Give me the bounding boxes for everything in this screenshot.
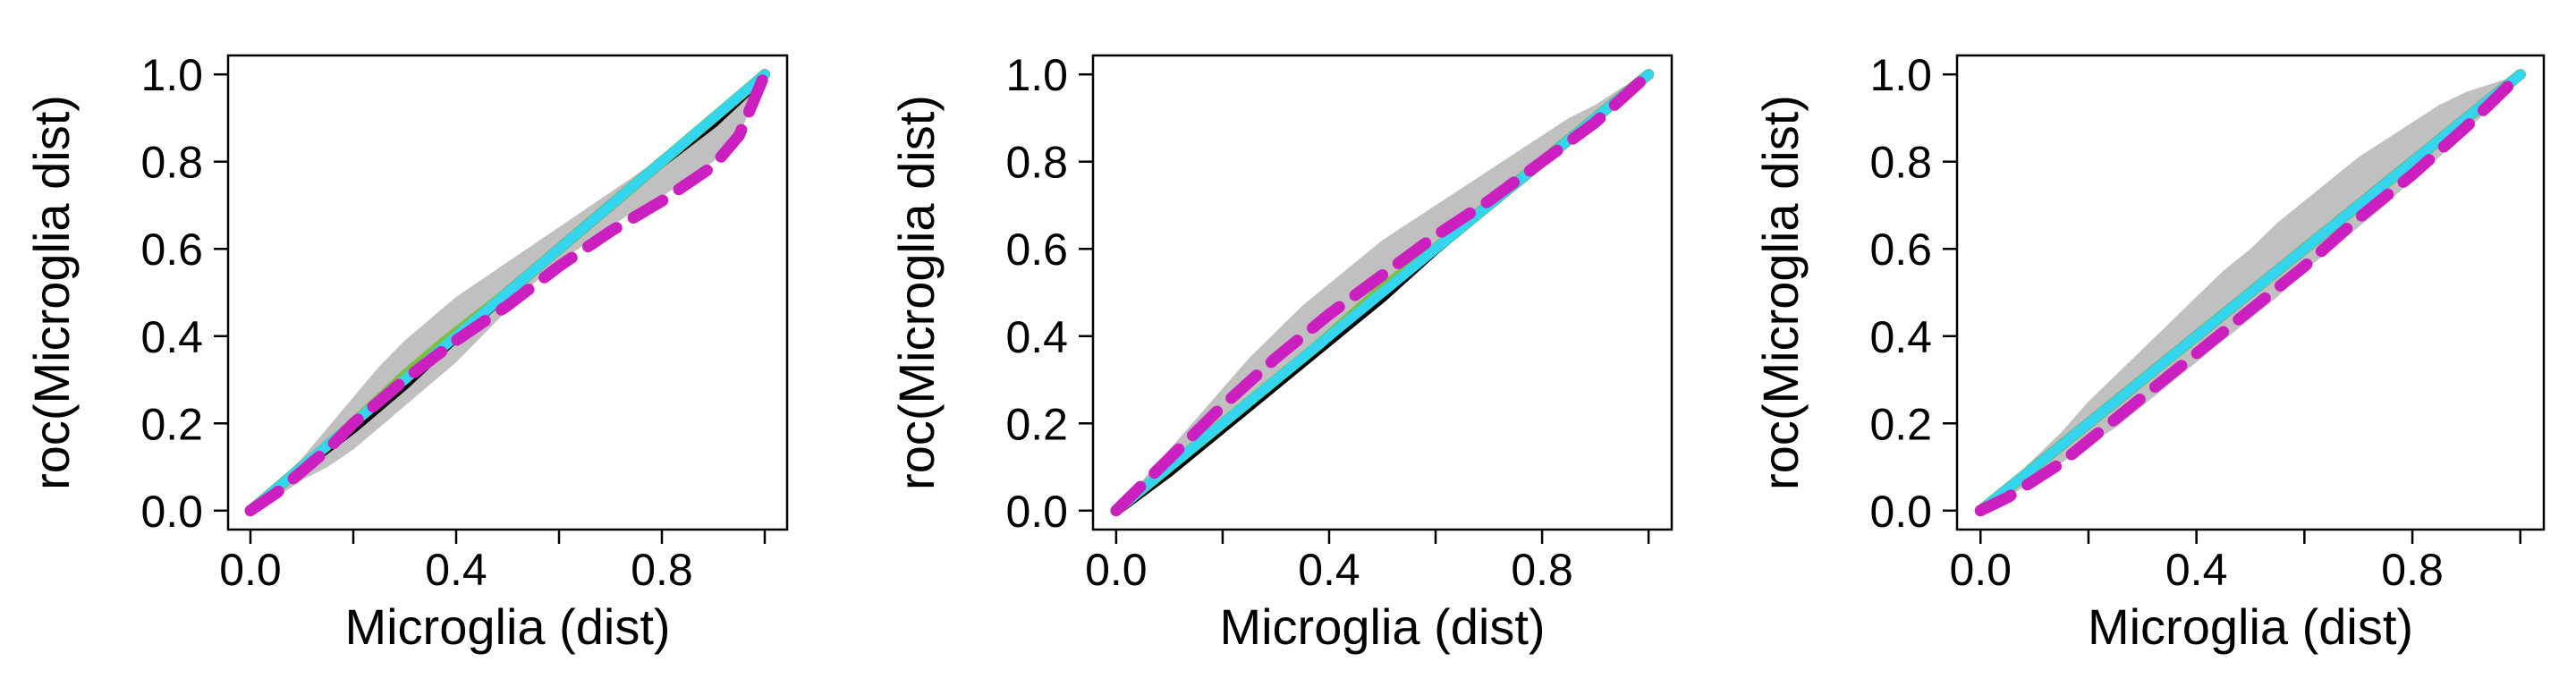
y-tick-label: 0.4	[1869, 312, 1932, 362]
x-tick-label: 0.0	[219, 545, 282, 595]
y-tick-label: 0.2	[1869, 399, 1932, 449]
y-tick-label: 1.0	[1869, 50, 1932, 100]
y-tick-label: 0.8	[140, 138, 203, 188]
y-tick-label: 1.0	[1005, 50, 1068, 100]
y-tick-label: 0.6	[1005, 225, 1068, 275]
y-axis-label: roc(Microglia dist)	[888, 95, 945, 490]
x-axis-label: Microglia (dist)	[2088, 598, 2413, 655]
plot-frame	[1955, 54, 2546, 531]
x-tick-label: 0.0	[1949, 545, 2012, 595]
y-tick-label: 0.2	[1005, 399, 1068, 449]
y-tick-label: 0.4	[1005, 312, 1068, 362]
y-tick-label: 0.0	[140, 487, 203, 537]
y-tick-label: 0.4	[140, 312, 203, 362]
y-tick-label: 0.0	[1005, 487, 1068, 537]
y-axis-label: roc(Microglia dist)	[23, 95, 80, 490]
series-line-4	[1974, 68, 2527, 517]
x-tick-label: 0.4	[425, 545, 487, 595]
x-axis-label: Microglia (dist)	[1219, 598, 1545, 655]
roc-panel-1: 0.0 0.4 0.8 0.0 0.2 0.4 0.6 0.8 1.0 Microglia (di…	[23, 50, 789, 655]
x-tick-label: 0.0	[1085, 545, 1148, 595]
x-tick-label: 0.4	[1298, 545, 1360, 595]
series-line-3	[1975, 69, 2526, 516]
y-tick-label: 0.6	[140, 225, 203, 275]
series-line-4	[244, 68, 771, 517]
plot-frame	[226, 54, 789, 531]
y-tick-label: 0.0	[1869, 487, 1932, 537]
series-line-3	[245, 69, 770, 516]
roc-panel-3: 0.0 0.4 0.8 0.0 0.2 0.4 0.6 0.8 1.0 Microglia (di…	[1752, 50, 2546, 655]
roc-panel-2: 0.0 0.4 0.8 0.0 0.2 0.4 0.6 0.8 1.0 Microglia (di…	[888, 50, 1674, 655]
plot-frame	[1091, 54, 1674, 531]
y-axis-label: roc(Microglia dist)	[1752, 95, 1809, 490]
y-tick-label: 0.8	[1005, 138, 1068, 188]
y-tick-label: 1.0	[140, 50, 203, 100]
y-tick-label: 0.2	[140, 399, 203, 449]
y-tick-label: 0.6	[1869, 225, 1932, 275]
x-tick-label: 0.8	[2381, 545, 2444, 595]
x-tick-label: 0.8	[631, 545, 693, 595]
x-tick-label: 0.8	[1511, 545, 1573, 595]
x-axis-label: Microglia (dist)	[344, 598, 670, 655]
x-tick-label: 0.4	[2165, 545, 2228, 595]
y-tick-label: 0.8	[1869, 138, 1932, 188]
series-line-4	[1110, 68, 1655, 517]
